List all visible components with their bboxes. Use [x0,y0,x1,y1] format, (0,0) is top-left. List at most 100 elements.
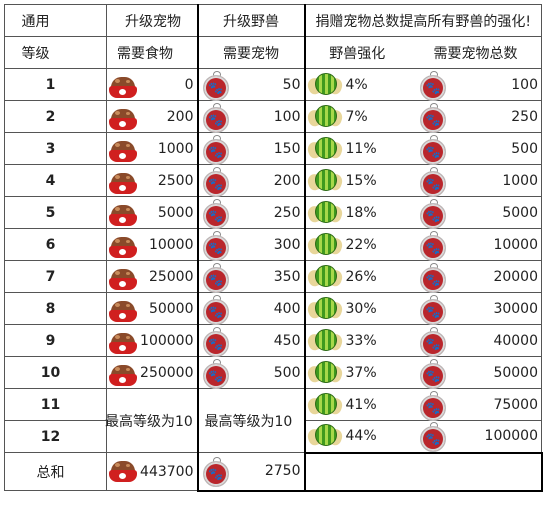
pets-cell: 🐾 400 [196,292,306,325]
level-value: 12 [40,428,61,445]
total-value: 1000 [502,172,538,189]
food-bowl-icon [109,237,137,259]
table-row: 5 5000 🐾 250 18% 🐾 5000 [4,196,542,229]
food-bowl-icon [109,269,137,291]
boost-cell: 44% [304,420,410,454]
food-bowl-icon [109,141,137,163]
table-row: 3 1000 🐾 150 11% 🐾 500 [4,132,542,165]
food-max-level-cell: 最高等级为10 [105,388,198,453]
header-pets-needed: 需要宠物 [196,36,306,69]
food-value: 0 [184,76,194,93]
paw-tag-icon: 🐾 [202,198,229,229]
level-cell: 11 [4,388,107,421]
total-row: 总和 443700 🐾 2750 [4,452,543,492]
pets-cell: 🐾 300 [196,228,306,261]
paw-tag-icon: 🐾 [202,102,229,133]
boost-cell: 15% [304,164,410,197]
level-cell: 1 [4,68,107,101]
level-cell: 9 [4,324,107,357]
food-value: 1000 [157,140,194,157]
boost-cell: 33% [304,324,410,357]
total-cell: 🐾 40000 [409,324,542,357]
total-cell: 🐾 10000 [409,228,542,261]
winged-watermelon-icon [305,168,344,194]
paw-tag-icon: 🐾 [420,262,446,293]
food-bowl-icon [109,301,137,323]
table-row: 11 最高等级为10 最高等级为10 41% 🐾 75000 [4,388,542,453]
paw-tag-icon: 🐾 [420,166,446,197]
level-value: 5 [45,204,56,221]
paw-tag-icon: 🐾 [202,326,229,357]
level-cell: 4 [4,164,107,197]
empty-cell [304,452,543,492]
level-value: 2 [45,108,56,125]
total-value: 20000 [493,268,538,285]
table-row: 12 44% 🐾 100000 [4,420,542,454]
pets-cell: 🐾 100 [196,100,306,133]
total-value: 5000 [502,204,538,221]
food-bowl-icon [109,77,137,99]
total-cell: 🐾 250 [409,100,542,133]
boost-cell: 26% [304,260,410,293]
header-upgrade-beast: 升级野兽 [196,4,306,37]
level-value: 8 [45,300,56,317]
pets-value: 150 [273,140,301,157]
paw-tag-icon: 🐾 [202,262,229,293]
table-row: 9 100000 🐾 450 33% 🐾 40000 [4,324,542,357]
level-value: 11 [40,396,61,413]
total-cell: 🐾 5000 [409,196,542,229]
header-level: 等级 [4,36,107,69]
winged-watermelon-icon [305,360,344,386]
food-value: 250000 [140,364,194,381]
header-general: 通用 [4,4,107,37]
boost-value: 18% [345,204,377,221]
food-cell: 25000 [106,260,198,293]
total-value: 75000 [493,396,538,413]
pets-value: 50 [282,76,301,93]
total-cell: 🐾 500 [409,132,542,165]
food-value: 5000 [157,204,194,221]
total-cell: 🐾 50000 [409,356,542,389]
boost-cell: 30% [304,292,410,325]
boost-value: 37% [345,364,377,381]
header-upgrade-pet: 升级宠物 [106,4,198,37]
paw-tag-icon: 🐾 [202,70,229,101]
table-row: 10 250000 🐾 500 37% 🐾 50000 [4,356,542,389]
header-row-2: 等级 需要食物 需要宠物 野兽强化 需要宠物总数 [4,36,542,69]
paw-tag-icon: 🐾 [420,102,446,133]
total-label: 总和 [36,464,65,481]
boost-value: 22% [345,236,377,253]
winged-watermelon-icon [305,264,344,290]
paw-tag-icon: 🐾 [202,294,229,325]
total-cell: 🐾 1000 [409,164,542,197]
header-beast-boost: 野兽强化 [304,36,410,69]
pets-cell: 🐾 200 [196,164,306,197]
level-value: 10 [40,364,61,381]
winged-watermelon-icon [305,296,344,322]
level-value: 1 [45,76,56,93]
food-value: 100000 [140,332,194,349]
paw-tag-icon: 🐾 [420,390,446,421]
boost-cell: 18% [304,196,410,229]
paw-tag-icon: 🐾 [202,457,229,488]
level-cell: 12 [4,420,107,453]
winged-watermelon-icon [305,200,344,226]
table-row: 1 0 🐾 50 4% 🐾 100 [4,68,542,101]
total-cell: 🐾 75000 [409,388,542,421]
total-value: 100000 [484,428,538,445]
paw-tag-icon: 🐾 [202,134,229,165]
pets-value: 250 [273,204,301,221]
boost-value: 33% [345,332,377,349]
level-value: 4 [45,172,56,189]
food-cell: 5000 [106,196,198,229]
total-cell: 🐾 30000 [409,292,542,325]
boost-cell: 37% [304,356,410,389]
total-value: 100 [511,76,538,93]
food-bowl-icon [109,333,137,355]
total-value: 10000 [493,236,538,253]
food-bowl-icon [109,109,137,131]
level-value: 3 [45,140,56,157]
food-value: 200 [166,108,194,125]
pets-value: 200 [273,172,301,189]
pets-cell: 🐾 150 [196,132,306,165]
